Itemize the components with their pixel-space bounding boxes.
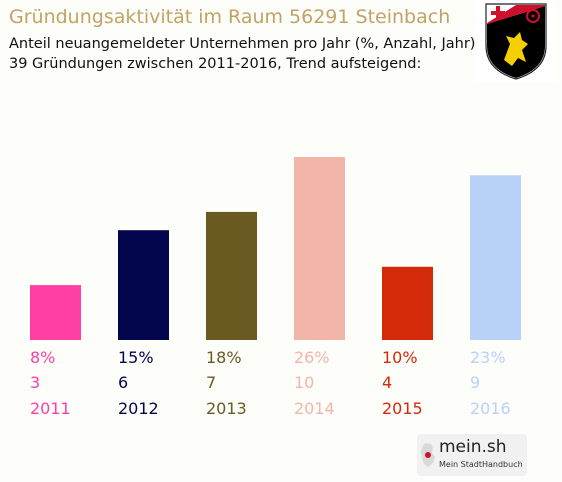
percent-label-2011: 8% [30, 348, 55, 367]
bar-2013 [206, 211, 257, 340]
chart-summary: 39 Gründungen zwischen 2011-2016, Trend … [9, 56, 422, 72]
year-label-2015: 2015 [382, 399, 423, 418]
count-label-2012: 6 [118, 373, 128, 392]
chart-subtitle: Anteil neuangemeldeter Unternehmen pro J… [9, 36, 476, 52]
chart-title: Gründungsaktivität im Raum 56291 Steinba… [9, 6, 451, 28]
bar-2016 [470, 175, 521, 340]
bar-2011 [30, 285, 81, 340]
logo-text: mein.sh [439, 437, 507, 457]
year-label-2014: 2014 [294, 399, 335, 418]
logo: mein.sh Mein StadtHandbuch [417, 434, 527, 476]
bar-2015 [382, 266, 433, 340]
bar-2014 [294, 157, 345, 340]
count-label-2013: 7 [206, 373, 216, 392]
germany-map-icon [421, 443, 435, 467]
count-label-2015: 4 [382, 373, 392, 392]
count-label-2014: 10 [294, 373, 314, 392]
bar-2012 [118, 230, 169, 340]
year-label-2013: 2013 [206, 399, 247, 418]
year-label-2012: 2012 [118, 399, 159, 418]
count-label-2011: 3 [30, 373, 40, 392]
percent-label-2016: 23% [470, 348, 506, 367]
percent-label-2013: 18% [206, 348, 242, 367]
logo-tagline: Mein StadtHandbuch [439, 460, 523, 469]
coat-of-arms-icon [476, 0, 556, 82]
percent-label-2014: 26% [294, 348, 330, 367]
count-label-2016: 9 [470, 373, 480, 392]
year-label-2016: 2016 [470, 399, 511, 418]
year-label-2011: 2011 [30, 399, 71, 418]
percent-label-2012: 15% [118, 348, 154, 367]
percent-label-2015: 10% [382, 348, 418, 367]
